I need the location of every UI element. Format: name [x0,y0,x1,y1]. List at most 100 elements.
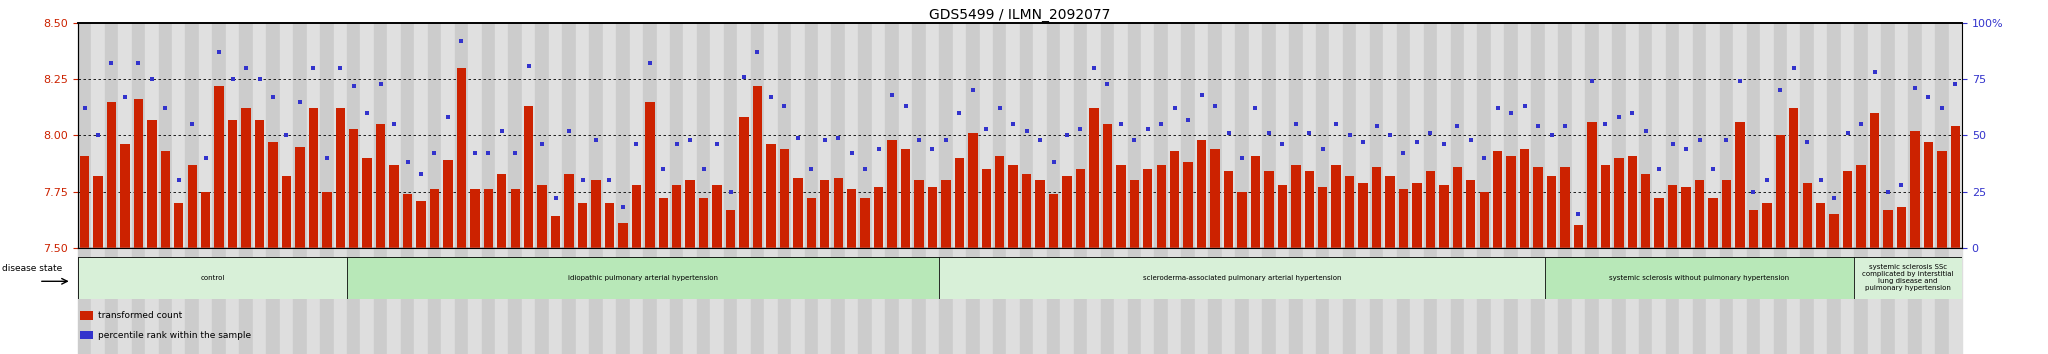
Bar [1638,23,1653,248]
Bar [995,156,1004,248]
Bar [1694,248,1706,354]
Bar [1249,248,1262,354]
Bar [1853,23,1868,248]
Bar [563,248,575,354]
Bar [940,248,952,354]
Bar [1464,248,1477,354]
Bar [106,102,117,248]
Bar [739,118,750,248]
Bar [766,144,776,248]
Point [471,150,504,156]
Point [1710,137,1743,143]
Bar [1602,165,1610,248]
Bar [186,23,199,248]
Bar [942,181,950,248]
Bar [1788,248,1800,354]
Bar [1276,23,1288,248]
Point [1118,137,1151,143]
Point [862,146,895,152]
Bar [1681,187,1692,248]
Bar [831,23,846,248]
Bar [240,248,252,354]
Point [1522,124,1554,129]
Bar [1626,23,1638,248]
Bar [1827,23,1841,248]
Bar [1841,248,1853,354]
Bar [1034,248,1047,354]
Bar [457,68,467,248]
Point [836,150,868,156]
Bar [158,248,172,354]
Point [1763,88,1796,93]
Point [283,99,315,104]
Bar [1827,248,1841,354]
Bar [1571,248,1585,354]
Text: idiopathic pulmonary arterial hypertension: idiopathic pulmonary arterial hypertensi… [567,275,719,281]
Bar [1614,158,1624,248]
Bar [188,165,197,248]
Bar [1815,248,1827,354]
Bar [1450,23,1464,248]
Point [768,103,801,109]
Bar [629,23,643,248]
Bar [1774,248,1788,354]
Bar [952,23,967,248]
Bar [1948,248,1962,354]
Point [1253,130,1286,136]
Bar [737,23,752,248]
Point [1280,121,1313,127]
Bar [764,23,778,248]
Bar [819,181,829,248]
Bar [1520,149,1530,248]
Bar [535,23,549,248]
Bar [80,331,94,339]
Point [512,63,545,69]
Bar [590,23,602,248]
Bar [283,176,291,248]
Bar [252,23,266,248]
Point [1036,160,1069,165]
Point [270,132,303,138]
Bar [1008,165,1018,248]
Bar [817,248,831,354]
Bar [1423,23,1438,248]
Point [1468,155,1501,161]
Bar [348,129,358,248]
Text: control: control [201,275,225,281]
Bar [455,23,469,248]
Bar [1802,183,1812,248]
Bar [498,173,506,248]
Point [1872,189,1905,194]
Bar [1665,248,1679,354]
Bar [1143,169,1153,248]
Bar [1599,23,1612,248]
Bar [1544,248,1559,354]
Bar [174,203,184,248]
Point [1374,132,1407,138]
Text: systemic sclerosis SSc
complicated by interstitial
lung disease and
pulmonary hy: systemic sclerosis SSc complicated by in… [1862,264,1954,291]
Bar [522,248,535,354]
Bar [713,185,721,248]
Bar [752,23,764,248]
Bar [522,23,535,248]
Bar [1571,23,1585,248]
Point [1239,105,1272,111]
Bar [618,223,627,248]
Point [1104,121,1137,127]
Bar [1696,181,1704,248]
Point [1333,132,1366,138]
Point [821,135,854,141]
Bar [225,23,240,248]
Bar [846,248,858,354]
Bar [1262,23,1276,248]
Point [553,128,586,134]
Bar [121,144,129,248]
Bar [1128,248,1141,354]
Bar [1063,176,1071,248]
Text: percentile rank within the sample: percentile rank within the sample [98,331,252,340]
Bar [1679,248,1694,354]
Bar [455,248,469,354]
Bar [524,106,532,248]
Bar [362,158,373,248]
Bar [78,23,92,248]
